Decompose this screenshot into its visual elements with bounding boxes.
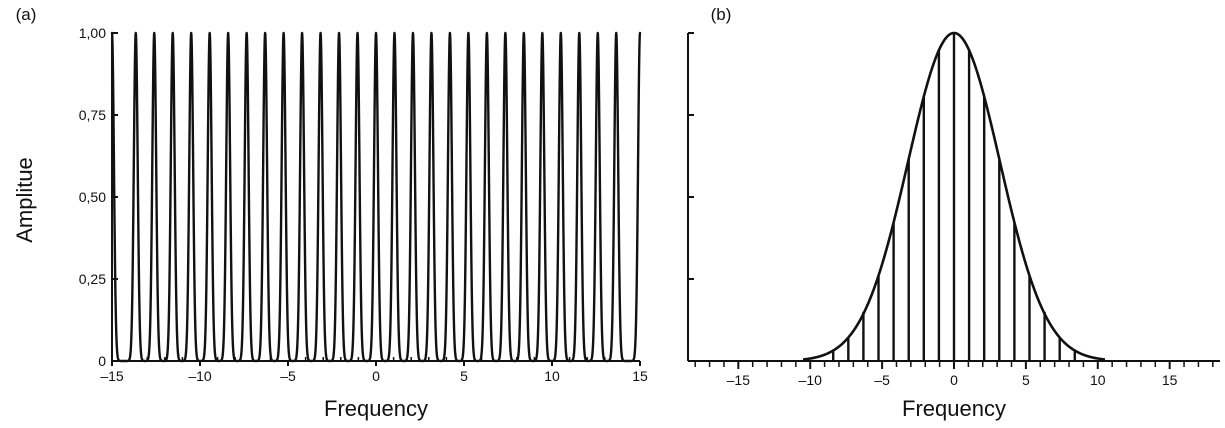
panel-a-x-tick-label: 10 [544,368,560,384]
panel-a-y-tick-label: 0,75 [79,107,106,123]
panel-b-x-tick-label: 0 [950,372,958,388]
panel-b: (b) –15 –10 –5 0 5 10 15 Frequency [687,5,1220,421]
panel-a-y-tick-label: 1,00 [79,25,106,41]
panel-a-label: (a) [16,5,37,24]
panel-b-x-tick-label: 5 [1022,372,1030,388]
panel-b-x-tick-label: –15 [727,372,751,388]
panel-a-x-axis-title: Frequency [324,396,428,421]
panel-a-x-tick-label: 15 [632,368,648,384]
panel-b-x-tick-label: –5 [874,372,890,388]
panel-a-y-tick-label: 0,25 [79,271,106,287]
panel-b-x-axis-title: Frequency [902,396,1006,421]
panel-a-x-tick-label: –5 [280,368,296,384]
panel-b-x-tick-label: 10 [1090,372,1106,388]
panel-a-y-axis-title: Amplitue [12,157,37,243]
panel-a-x-tick-label: –15 [100,368,124,384]
panel-b-label: (b) [711,5,732,24]
panel-b-envelope-curve [802,31,1106,361]
panel-a-x-tick-label: 0 [372,368,380,384]
panel-a-y-tick-label: 0,50 [79,189,106,205]
panel-a-x-tick-label: 5 [460,368,468,384]
panel-b-x-tick-label: –10 [799,372,823,388]
panel-a-comb-series [110,31,642,363]
panel-a: (a) 0 0,25 0,50 0,75 1,00 –15 –10 –5 0 5 10 15 Freque… [12,5,648,421]
panel-a-y-tick-label: 0 [98,353,106,369]
panel-a-x-tick-label: –10 [188,368,212,384]
panel-b-x-tick-label: 15 [1162,372,1178,388]
